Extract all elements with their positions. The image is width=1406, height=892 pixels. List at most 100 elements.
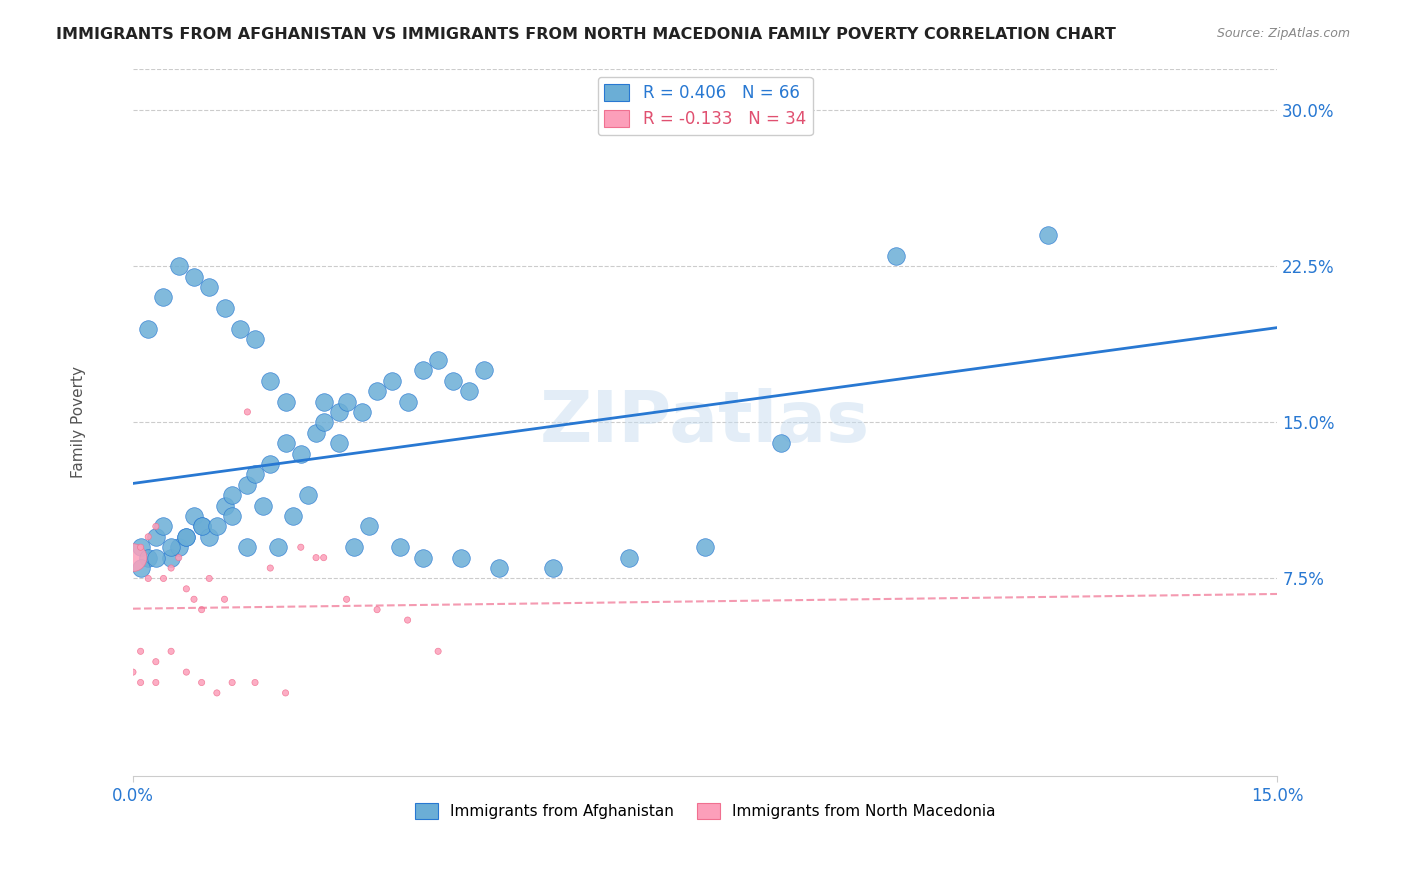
Point: [176, 665, 198, 679]
Point: [252, 499, 274, 513]
Point: [259, 457, 281, 471]
Point: [695, 540, 717, 554]
Point: [283, 508, 305, 523]
Point: [366, 384, 388, 398]
Text: ZIPatlas: ZIPatlas: [540, 388, 870, 457]
Point: [129, 540, 152, 554]
Point: [190, 675, 212, 690]
Point: [122, 550, 145, 565]
Point: [541, 561, 564, 575]
Point: [427, 644, 450, 658]
Point: [136, 550, 159, 565]
Point: [145, 655, 167, 669]
Point: [243, 467, 266, 482]
Point: [290, 446, 312, 460]
Point: [214, 499, 236, 513]
Text: IMMIGRANTS FROM AFGHANISTAN VS IMMIGRANTS FROM NORTH MACEDONIA FAMILY POVERTY CO: IMMIGRANTS FROM AFGHANISTAN VS IMMIGRANT…: [56, 27, 1116, 42]
Point: [328, 405, 350, 419]
Point: [198, 571, 221, 585]
Point: [221, 675, 243, 690]
Point: [381, 374, 404, 388]
Point: [145, 519, 167, 533]
Point: [236, 405, 259, 419]
Point: [183, 269, 205, 284]
Point: [312, 415, 335, 429]
Point: [343, 540, 366, 554]
Point: [129, 644, 152, 658]
Point: [267, 540, 290, 554]
Point: [145, 530, 167, 544]
Point: [1038, 227, 1060, 242]
Point: [297, 488, 319, 502]
Point: [160, 644, 183, 658]
Point: [167, 540, 190, 554]
Point: [176, 530, 198, 544]
Point: [457, 384, 479, 398]
Point: [488, 561, 510, 575]
Point: [167, 550, 190, 565]
Point: [366, 602, 388, 616]
Point: [190, 519, 212, 533]
Point: [145, 550, 167, 565]
Point: [412, 550, 434, 565]
Point: [136, 321, 159, 335]
Point: [312, 550, 335, 565]
Text: Source: ZipAtlas.com: Source: ZipAtlas.com: [1216, 27, 1350, 40]
Point: [152, 571, 174, 585]
Point: [243, 332, 266, 346]
Point: [183, 592, 205, 607]
Point: [160, 540, 183, 554]
Point: [259, 561, 281, 575]
Point: [129, 561, 152, 575]
Point: [243, 675, 266, 690]
Point: [221, 488, 243, 502]
Legend: Immigrants from Afghanistan, Immigrants from North Macedonia: Immigrants from Afghanistan, Immigrants …: [409, 797, 1001, 825]
Point: [190, 602, 212, 616]
Point: [770, 436, 793, 450]
Point: [617, 550, 640, 565]
Point: [396, 613, 419, 627]
Point: [236, 540, 259, 554]
Point: [205, 686, 228, 700]
Point: [190, 519, 212, 533]
Point: [427, 352, 450, 367]
Point: [441, 374, 464, 388]
Point: [176, 582, 198, 596]
Point: [136, 571, 159, 585]
Point: [183, 508, 205, 523]
Point: [160, 550, 183, 565]
Point: [290, 540, 312, 554]
Point: [412, 363, 434, 377]
Point: [328, 436, 350, 450]
Point: [274, 436, 297, 450]
Point: [259, 374, 281, 388]
Point: [396, 394, 419, 409]
Point: [274, 686, 297, 700]
Point: [305, 425, 328, 440]
Point: [312, 394, 335, 409]
Point: [205, 519, 228, 533]
Point: [221, 508, 243, 523]
Point: [388, 540, 411, 554]
Point: [145, 675, 167, 690]
Point: [236, 477, 259, 491]
Point: [214, 592, 236, 607]
Point: [136, 530, 159, 544]
Point: [176, 530, 198, 544]
Point: [350, 405, 373, 419]
Point: [198, 530, 221, 544]
Point: [129, 540, 152, 554]
Point: [229, 321, 252, 335]
Point: [152, 519, 174, 533]
Point: [198, 280, 221, 294]
Point: [450, 550, 472, 565]
Point: [335, 394, 357, 409]
Point: [884, 249, 907, 263]
Point: [152, 290, 174, 304]
Point: [160, 561, 183, 575]
Point: [335, 592, 357, 607]
Y-axis label: Family Poverty: Family Poverty: [72, 367, 86, 478]
Point: [359, 519, 381, 533]
Point: [167, 259, 190, 273]
Point: [472, 363, 495, 377]
